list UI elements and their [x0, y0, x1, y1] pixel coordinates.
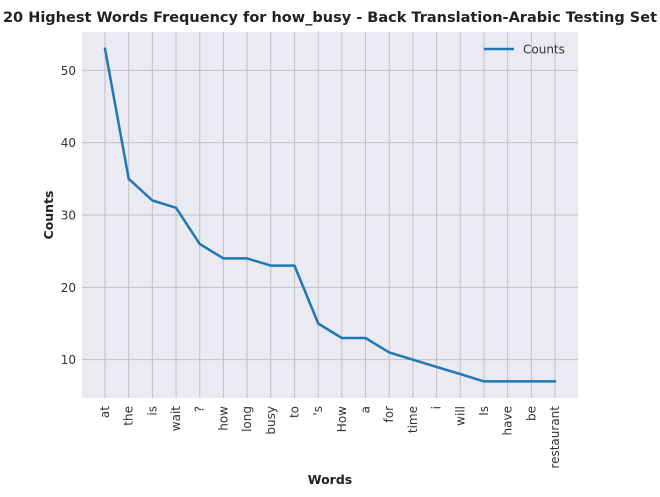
y-tick-labels: 10 20 30 40 50 [61, 64, 76, 367]
x-tick-label: ? [193, 406, 207, 412]
x-tick-label: 's [311, 406, 325, 416]
x-tick-label: will [453, 406, 467, 426]
x-tick-label: i [430, 406, 444, 409]
x-tick-label: busy [264, 406, 278, 435]
legend: Counts [484, 43, 565, 57]
y-tick-label: 30 [61, 209, 76, 223]
y-tick-label: 50 [61, 64, 76, 78]
series-line-counts [103, 47, 557, 383]
x-tick-label: long [240, 406, 254, 432]
x-tick-label: a [359, 406, 373, 413]
y-tick-label: 40 [61, 136, 76, 150]
y-axis-label: Counts [41, 191, 56, 240]
legend-label-counts: Counts [523, 43, 565, 57]
x-tick-label: at [98, 406, 112, 418]
x-tick-label: be [524, 406, 538, 421]
x-tick-label: time [406, 406, 420, 433]
x-tick-label: wait [169, 406, 183, 432]
chart-title: 20 Highest Words Frequency for how_busy … [3, 10, 657, 26]
x-tick-label: have [501, 406, 515, 435]
x-tick-label: Is [477, 406, 491, 416]
series-layer [103, 47, 557, 383]
x-tick-label: to [287, 406, 301, 418]
x-tick-label: is [145, 406, 159, 416]
x-tick-label: How [335, 406, 349, 432]
x-tick-label: how [216, 406, 230, 431]
x-tick-label: for [382, 406, 396, 423]
y-gridlines [82, 69, 578, 361]
x-axis-label: Words [308, 472, 352, 487]
x-tick-label: restaurant [548, 406, 562, 469]
y-tick-label: 10 [61, 353, 76, 367]
x-tick-label: the [122, 406, 136, 426]
x-tick-labels: at the is wait? how long busy to 's How a for time i w… [98, 406, 562, 469]
y-tick-label: 20 [61, 281, 76, 295]
